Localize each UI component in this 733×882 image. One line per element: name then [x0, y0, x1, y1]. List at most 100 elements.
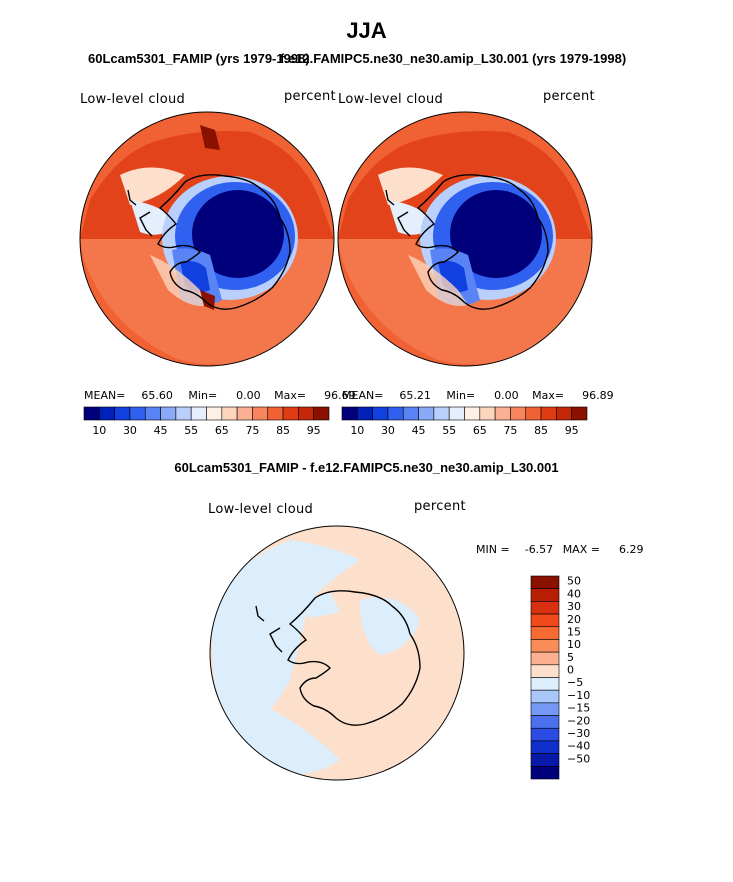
diff-colorbar-tick-label: −50 [567, 752, 590, 765]
right-colorbar-box [510, 406, 527, 421]
difference-panel-subtitle: 60Lcam5301_FAMIP - f.e12.FAMIPC5.ne30_ne… [174, 460, 559, 475]
diff-colorbar-tick-label: 50 [567, 575, 581, 588]
diff-colorbar-box [530, 677, 560, 691]
right-map-frame [337, 111, 593, 367]
diff-colorbar-tick-label: 5 [567, 651, 574, 664]
right-mean-value: 65.21 [399, 389, 431, 402]
right-colorbar-box [372, 406, 389, 421]
left-mean-value: 65.60 [141, 389, 173, 402]
diff-colorbar-tick-label: −15 [567, 702, 590, 715]
diff-colorbar-box [530, 753, 560, 767]
diff-max-label: MAX = [562, 543, 600, 556]
figure-title: JJA [346, 18, 387, 43]
right-colorbar-box [464, 406, 481, 421]
right-panel-subtitle: f.e12.FAMIPC5.ne30_ne30.amip_L30.001 (yr… [280, 51, 627, 66]
right-colorbar-tick-label: 65 [473, 424, 487, 437]
left-colorbar-tick-label: 75 [245, 424, 259, 437]
left-colorbar-box [175, 406, 192, 421]
left-panel-subtitle: 60Lcam5301_FAMIP (yrs 1979-1998) [88, 51, 310, 66]
right-mean-label: MEAN= [342, 389, 384, 402]
diff-colorbar-box [530, 727, 560, 742]
diff-colorbar-box [530, 651, 560, 666]
right-colorbar-box [357, 406, 373, 421]
left-map [80, 112, 334, 366]
left-min-value: 0.00 [236, 389, 261, 402]
right-colorbar-tick-label: 10 [350, 424, 364, 437]
diff-colorbar-tick-label: 15 [567, 625, 581, 638]
diff-colorbar-box [530, 702, 560, 716]
left-colorbar-box [267, 406, 284, 421]
right-colorbar-tick-label: 85 [534, 424, 548, 437]
diff-colorbar-tick-label: −20 [567, 714, 590, 727]
right-min-value: 0.00 [494, 389, 519, 402]
left-colorbar-tick-label: 85 [276, 424, 290, 437]
left-colorbar-box [190, 406, 207, 421]
diff-colorbar-box [530, 575, 560, 589]
diff-colorbar-box [530, 740, 560, 754]
right-colorbar-box [418, 406, 435, 421]
right-max-value: 96.89 [582, 389, 614, 402]
diff-max-value: 6.29 [618, 543, 644, 556]
diff-variable-label: Low-level cloud [208, 502, 314, 517]
right-max-label: Max= [532, 389, 565, 402]
diff-colorbar-box [530, 639, 560, 653]
right-variable-label: Low-level cloud [338, 92, 444, 107]
diff-colorbar-tick-label: −30 [567, 727, 590, 740]
diff-colorbar-box [530, 715, 560, 729]
right-colorbar-tick-label: 55 [442, 424, 456, 437]
right-colorbar-box [494, 406, 511, 421]
right-stats: MEAN= 65.21 Min= 0.00 Max= 96.89 [342, 389, 614, 402]
diff-colorbar-box [530, 664, 560, 678]
right-colorbar-box [479, 406, 496, 421]
left-colorbar-tick-label: 10 [92, 424, 106, 437]
left-stats: MEAN= 65.60 Min= 0.00 Max= 96.69 [84, 389, 356, 402]
left-map-frame [79, 111, 335, 367]
diff-colorbar-tick-label: 10 [567, 638, 581, 651]
diff-colorbar-box [530, 766, 560, 780]
diff-colorbar-tick-label: 0 [567, 664, 574, 677]
left-max-label: Max= [274, 389, 307, 402]
right-colorbar-tick-label: 75 [503, 424, 517, 437]
right-colorbar-box [402, 406, 419, 421]
right-colorbar-box [525, 406, 542, 421]
left-colorbar-box [160, 406, 177, 421]
right-colorbar-box [540, 406, 557, 421]
diff-colorbar-tick-label: −10 [567, 689, 590, 702]
right-colorbar-box [433, 406, 450, 421]
left-units-label: percent [284, 89, 336, 104]
right-colorbar-box [571, 406, 588, 421]
difference-map [210, 526, 464, 780]
diff-units-label: percent [414, 499, 466, 514]
right-min-label: Min= [446, 389, 476, 402]
left-variable-label: Low-level cloud [80, 92, 186, 107]
right-colorbar-box [341, 406, 358, 421]
diff-colorbar-tick-label: 20 [567, 613, 581, 626]
left-colorbar-box [236, 406, 253, 421]
difference-map-frame [209, 525, 465, 781]
right-units-label: percent [543, 89, 595, 104]
left-colorbar-box [144, 406, 161, 421]
right-colorbar-box [556, 406, 572, 421]
left-colorbar-box [313, 406, 330, 421]
left-colorbar-box [129, 406, 146, 421]
diff-min-value: -6.57 [524, 543, 554, 556]
diff-colorbar-box [530, 601, 560, 615]
left-colorbar-box [282, 406, 299, 421]
diff-stats: MIN = -6.57 MAX = 6.29 [476, 543, 643, 556]
left-colorbar-box [206, 406, 223, 421]
diff-colorbar-tick-label: −5 [567, 676, 583, 689]
diff-colorbar-tick-label: 30 [567, 600, 581, 613]
right-map [338, 112, 592, 366]
diff-colorbar-box [530, 613, 560, 628]
left-colorbar-box [83, 406, 100, 421]
diff-colorbar-tick-label: −40 [567, 740, 590, 753]
right-colorbar-box [387, 406, 404, 421]
right-colorbar-tick-label: 95 [565, 424, 579, 437]
left-colorbar-tick-label: 55 [184, 424, 198, 437]
right-colorbar-tick-label: 45 [412, 424, 426, 437]
right-colorbar: 10 30 45 55 65 75 85 95 [341, 406, 588, 437]
right-colorbar-tick-label: 30 [381, 424, 395, 437]
left-colorbar-tick-label: 45 [154, 424, 168, 437]
